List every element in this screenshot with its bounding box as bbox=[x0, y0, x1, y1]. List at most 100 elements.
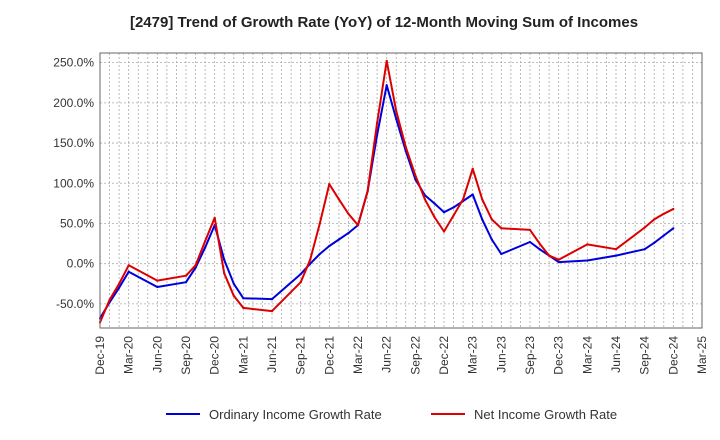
data-point bbox=[442, 230, 446, 233]
x-tick-label: Dec-24 bbox=[666, 336, 680, 375]
x-tick-label: Jun-23 bbox=[494, 336, 508, 373]
data-point bbox=[538, 248, 541, 251]
data-point bbox=[242, 306, 245, 309]
data-point bbox=[557, 258, 560, 261]
y-tick-label: 150.0% bbox=[53, 136, 94, 150]
series-lines bbox=[98, 59, 675, 324]
data-point bbox=[662, 234, 665, 237]
data-point bbox=[490, 238, 493, 241]
data-point bbox=[481, 198, 484, 201]
y-axis-ticks: 250.0% 200.0% 150.0% 100.0% 50.0% 0.0% -50.0% bbox=[53, 56, 94, 311]
data-point bbox=[471, 167, 474, 170]
x-tick-label: Dec-20 bbox=[208, 336, 222, 375]
x-tick-label: Dec-19 bbox=[93, 336, 107, 375]
x-tick-label: Jun-20 bbox=[150, 336, 164, 373]
x-tick-label: Dec-21 bbox=[322, 336, 336, 375]
x-tick-label: Sep-24 bbox=[638, 336, 652, 375]
data-point bbox=[548, 254, 551, 257]
data-point bbox=[528, 228, 532, 231]
chart-title: [2479] Trend of Growth Rate (YoY) of 12-… bbox=[130, 14, 638, 31]
data-point bbox=[528, 240, 532, 244]
data-point bbox=[442, 211, 446, 214]
y-tick-label: 250.0% bbox=[53, 56, 94, 70]
legend-label-0: Ordinary Income Growth Rate bbox=[209, 407, 382, 422]
data-point bbox=[481, 218, 484, 221]
data-point bbox=[433, 202, 436, 205]
data-point bbox=[366, 190, 369, 193]
data-point bbox=[194, 264, 197, 267]
data-point bbox=[184, 281, 188, 284]
data-point bbox=[299, 273, 302, 276]
data-point bbox=[299, 281, 302, 284]
x-tick-label: Dec-22 bbox=[437, 336, 451, 375]
data-point bbox=[318, 222, 321, 225]
data-point bbox=[672, 207, 675, 211]
plot-frame bbox=[99, 52, 703, 329]
data-point bbox=[643, 226, 646, 229]
x-tick-label: Mar-21 bbox=[236, 336, 250, 374]
data-point bbox=[118, 282, 121, 285]
y-tick-label: 200.0% bbox=[53, 96, 94, 110]
data-point bbox=[385, 59, 388, 63]
data-point bbox=[184, 274, 188, 277]
data-point bbox=[232, 294, 235, 297]
data-point bbox=[270, 310, 274, 313]
data-point bbox=[376, 121, 379, 125]
legend-label-1: Net Income Growth Rate bbox=[474, 407, 617, 422]
data-point bbox=[500, 252, 503, 256]
x-tick-label: Jun-21 bbox=[265, 336, 279, 373]
data-point bbox=[452, 206, 455, 209]
data-point bbox=[672, 227, 675, 230]
data-point bbox=[538, 242, 541, 245]
data-point bbox=[414, 174, 417, 177]
x-tick-label: Sep-21 bbox=[294, 336, 308, 375]
data-point bbox=[471, 193, 474, 196]
x-tick-label: Jun-22 bbox=[380, 336, 394, 373]
data-point bbox=[232, 282, 235, 285]
data-point bbox=[385, 84, 388, 87]
data-point bbox=[433, 215, 436, 219]
data-point bbox=[347, 212, 350, 215]
data-point bbox=[423, 198, 426, 201]
data-point bbox=[118, 286, 121, 289]
data-point bbox=[127, 270, 130, 273]
data-point bbox=[662, 212, 665, 215]
data-point bbox=[204, 246, 207, 249]
data-point bbox=[586, 243, 589, 246]
data-point bbox=[557, 261, 560, 264]
x-tick-label: Sep-20 bbox=[179, 336, 193, 375]
data-point bbox=[156, 285, 159, 289]
data-point bbox=[328, 244, 331, 248]
x-tick-label: Jun-24 bbox=[609, 336, 623, 373]
data-point bbox=[395, 117, 398, 120]
data-point bbox=[376, 133, 379, 137]
data-point bbox=[223, 272, 226, 275]
x-tick-label: Mar-23 bbox=[466, 336, 480, 374]
data-point bbox=[156, 279, 159, 282]
data-point bbox=[337, 238, 340, 241]
data-point bbox=[347, 232, 350, 235]
data-point bbox=[309, 258, 312, 261]
data-point bbox=[356, 224, 360, 227]
data-point bbox=[586, 259, 589, 262]
data-point bbox=[127, 264, 130, 267]
x-tick-label: Dec-23 bbox=[552, 336, 566, 375]
x-tick-label: Sep-22 bbox=[408, 336, 422, 375]
legend: Ordinary Income Growth Rate Net Income Gr… bbox=[166, 407, 617, 422]
x-tick-label: Mar-24 bbox=[580, 336, 594, 374]
data-point bbox=[242, 297, 245, 300]
data-point bbox=[614, 254, 618, 257]
x-tick-label: Mar-22 bbox=[351, 336, 365, 374]
data-point bbox=[643, 248, 646, 251]
y-tick-label: 0.0% bbox=[67, 257, 95, 271]
data-point bbox=[270, 298, 274, 301]
data-point bbox=[395, 109, 398, 112]
data-point bbox=[318, 252, 321, 256]
data-point bbox=[452, 214, 455, 217]
data-point bbox=[500, 227, 503, 230]
y-tick-label: 50.0% bbox=[60, 216, 94, 230]
data-point bbox=[337, 198, 340, 201]
data-point bbox=[223, 258, 226, 261]
data-point bbox=[404, 146, 407, 149]
grid bbox=[99, 53, 703, 328]
